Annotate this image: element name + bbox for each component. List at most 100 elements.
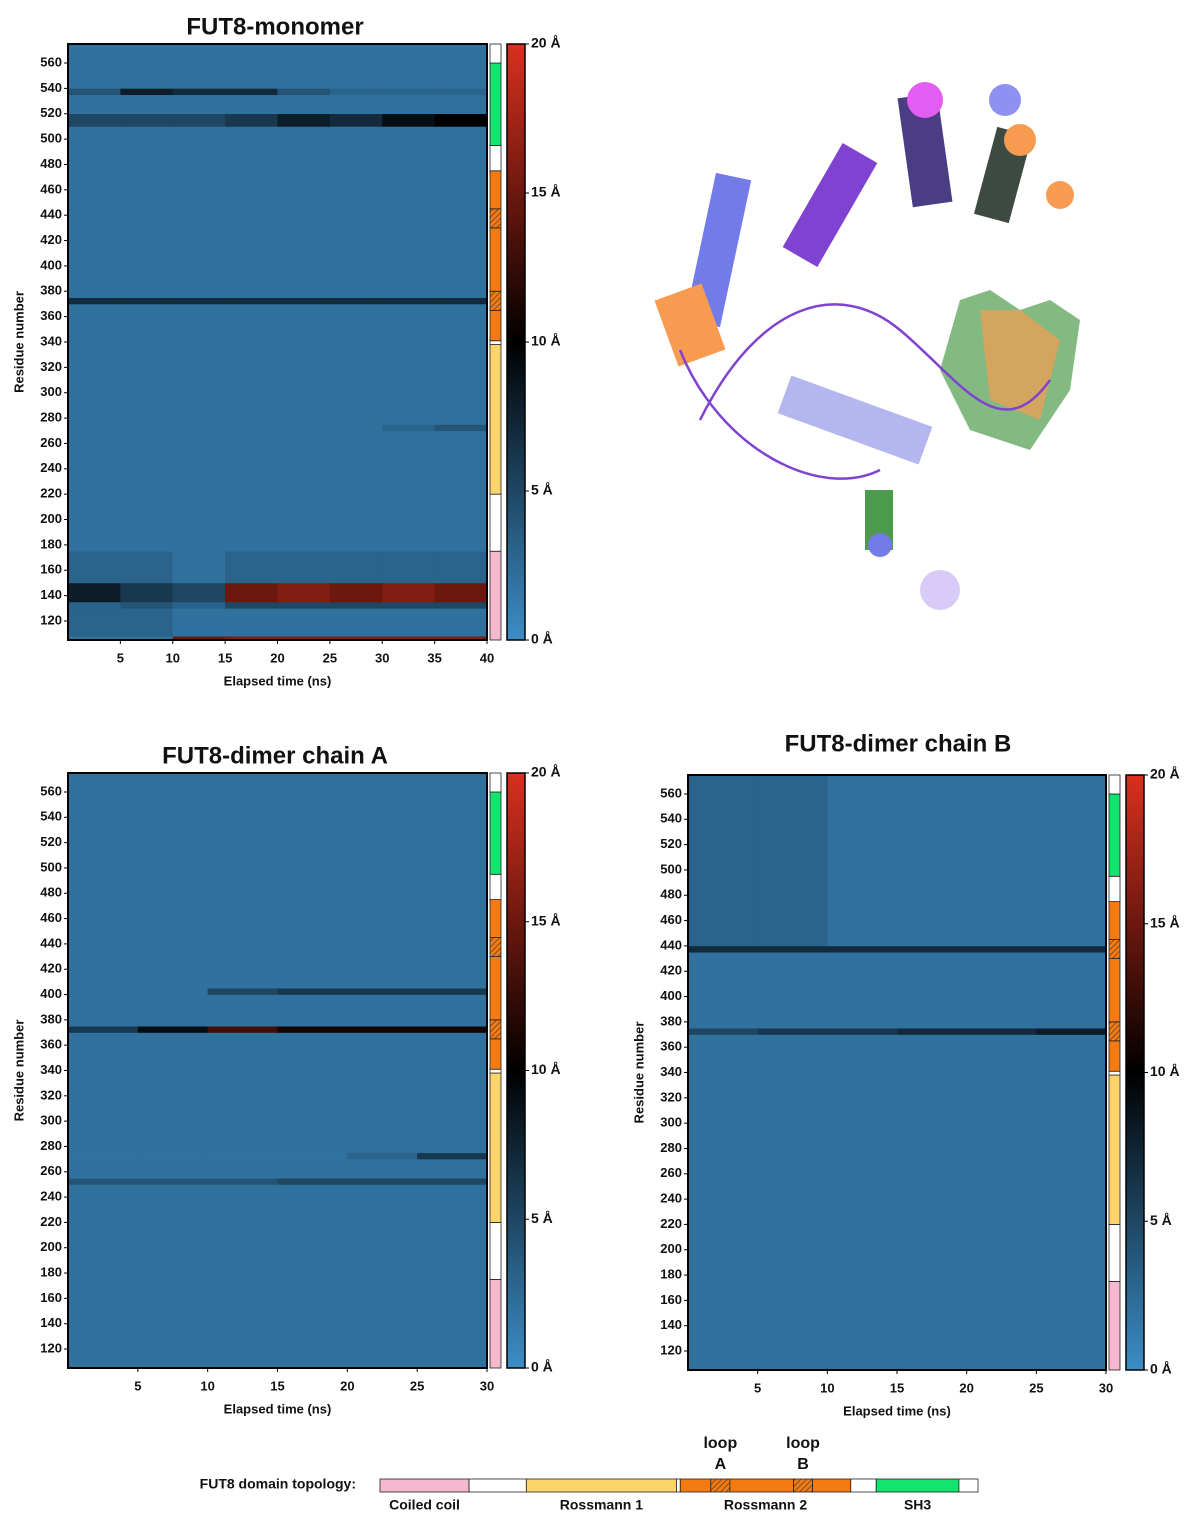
heatmap-cell	[417, 1159, 488, 1179]
heatmap-cell	[757, 945, 828, 953]
y-tick-label: 180	[40, 536, 62, 551]
heatmap-cell	[225, 113, 278, 127]
heatmap-cell	[329, 44, 383, 89]
heatmap-cell	[120, 113, 174, 127]
heatmap-cell	[172, 601, 226, 609]
heatmap-cell	[417, 1178, 488, 1185]
y-tick-label: 300	[660, 1115, 682, 1130]
y-tick-label: 340	[40, 333, 62, 348]
domain-label: Rossmann 2	[724, 1497, 807, 1513]
heatmap-cell	[688, 1034, 759, 1371]
heatmap-cell	[417, 1152, 488, 1160]
y-tick-label: 120	[40, 612, 62, 627]
heatmap-cell	[966, 1034, 1037, 1371]
y-tick-label: 500	[40, 859, 62, 874]
colorbar-tick-label: 20 Å	[1150, 766, 1180, 782]
heatmap-cell	[434, 601, 488, 609]
heatmap-cell	[137, 1178, 209, 1185]
heatmap-cell	[68, 430, 121, 552]
heatmap-cell	[277, 424, 331, 432]
heatmap-cell	[757, 1034, 828, 1371]
loop-label: A	[715, 1456, 727, 1473]
x-tick-label: 15	[270, 1378, 284, 1393]
heatmap-cell	[329, 551, 383, 584]
domain-strip-segment	[489, 208, 502, 229]
colorbar-tick-label: 10 Å	[531, 1061, 561, 1077]
heatmap-cell	[172, 430, 226, 552]
colorbar-tick-label: 15 Å	[1150, 914, 1180, 930]
topology-title: FUT8 domain topology:	[200, 1476, 356, 1492]
domain-strip-segment	[489, 227, 502, 292]
heatmap-cell	[172, 113, 226, 127]
x-tick-label: 30	[480, 1378, 494, 1393]
heatmap-cell	[434, 44, 488, 89]
domain-strip-segment	[1108, 1280, 1121, 1371]
heatmap-cell	[382, 601, 436, 609]
heatmap-cell	[120, 582, 174, 603]
heatmap-cell	[382, 582, 436, 603]
heatmap-cell	[207, 773, 278, 989]
y-tick-label: 260	[40, 435, 62, 450]
chart-title: FUT8-dimer chain A	[162, 742, 388, 769]
heatmap-cell	[347, 1178, 418, 1185]
colorbar	[506, 43, 526, 641]
heatmap-cell	[757, 775, 828, 947]
y-tick-label: 200	[40, 511, 62, 526]
y-tick-label: 400	[40, 986, 62, 1001]
topology-segment	[875, 1478, 960, 1493]
heatmap-cell	[120, 424, 174, 432]
heatmap-cell	[68, 1159, 139, 1179]
heatmap-cell	[966, 945, 1037, 953]
domain-strip-segment	[1108, 1224, 1121, 1282]
heatmap-cell	[68, 297, 121, 305]
y-tick-label: 200	[660, 1241, 682, 1256]
heatmap-cell	[688, 945, 759, 953]
heatmap-cell	[225, 303, 278, 425]
heatmap-cell	[382, 88, 436, 96]
y-tick-label: 540	[660, 811, 682, 826]
y-tick-label: 400	[660, 988, 682, 1003]
heatmap-cell	[382, 297, 436, 305]
y-tick-label: 560	[40, 54, 62, 69]
x-tick-label: 5	[117, 650, 124, 665]
heatmap-cell	[277, 88, 331, 96]
heatmap-cell	[277, 608, 331, 637]
topology-segment	[793, 1478, 813, 1493]
colorbar-tick-label: 5 Å	[1150, 1212, 1172, 1228]
colorbar	[1125, 774, 1145, 1371]
y-tick-label: 420	[40, 232, 62, 247]
heatmap-cell	[172, 303, 226, 425]
heatmap-cell	[688, 1028, 759, 1035]
x-tick-label: 20	[270, 650, 284, 665]
domain-strip-segment	[1108, 875, 1121, 902]
domain-strip-segment	[489, 956, 502, 1021]
heatmap-cell	[329, 303, 383, 425]
heatmap-cell	[329, 126, 383, 298]
y-tick-label: 180	[660, 1266, 682, 1281]
colorbar-tick-label: 5 Å	[531, 1210, 553, 1226]
heatmap-cell	[382, 303, 436, 425]
heatmap-cell	[172, 551, 226, 584]
heatmap-cell	[207, 1032, 278, 1154]
heatmap-cell	[225, 424, 278, 432]
heatmap-cell	[434, 94, 488, 115]
heatmap-cell	[225, 44, 278, 89]
heatmap-cell	[225, 608, 278, 637]
heatmap-cell	[277, 113, 331, 127]
heatmap-cell	[68, 113, 121, 127]
heatmap-cell	[382, 636, 436, 641]
y-tick-label: 360	[40, 1037, 62, 1052]
topology-segment	[729, 1478, 794, 1493]
domain-strip-segment	[489, 170, 502, 210]
heatmap-cell	[827, 1034, 898, 1371]
heatmap-cell	[277, 1184, 348, 1369]
colorbar-tick-label: 20 Å	[531, 764, 561, 780]
domain-strip-segment	[1108, 793, 1121, 877]
heatmap-cell	[417, 1184, 488, 1369]
colorbar-tick-label: 0 Å	[531, 1359, 553, 1375]
x-axis-label: Elapsed time (ns)	[843, 1403, 951, 1418]
heatmap-cell	[68, 1026, 139, 1033]
chart-title: FUT8-dimer chain B	[785, 730, 1012, 757]
heatmap-cell	[277, 773, 348, 989]
topology-segment	[525, 1478, 677, 1493]
